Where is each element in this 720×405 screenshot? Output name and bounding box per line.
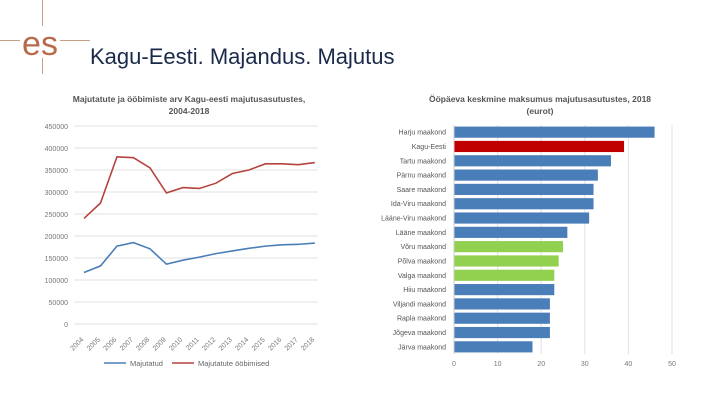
line-chart-title-line2: 2004-2018 bbox=[168, 106, 210, 116]
y-tick-label: 50000 bbox=[49, 300, 69, 307]
bar bbox=[454, 241, 563, 253]
y-tick-label: 100000 bbox=[45, 278, 68, 285]
bar bbox=[454, 326, 550, 339]
bar bbox=[454, 226, 568, 238]
category-label: Jõgeva maakond bbox=[393, 330, 446, 337]
y-tick-label: 150000 bbox=[45, 256, 68, 263]
category-label: Hiiu maakond bbox=[403, 287, 446, 294]
series-line-oobimised bbox=[83, 155, 315, 219]
y-tick-label: 200000 bbox=[45, 234, 68, 241]
x-tick-label: 50 bbox=[668, 361, 676, 368]
bar bbox=[454, 198, 594, 210]
x-tick-label: 30 bbox=[581, 361, 589, 368]
bar bbox=[454, 255, 559, 267]
category-label: Pärnu maakond bbox=[397, 173, 447, 180]
bar bbox=[454, 126, 655, 138]
category-label: Kagu-Eesti bbox=[412, 144, 447, 151]
x-tick-label: 0 bbox=[452, 361, 456, 368]
bar bbox=[454, 183, 594, 195]
category-label: Tartu maakond bbox=[400, 158, 446, 165]
bar bbox=[454, 312, 550, 324]
logo-text: es bbox=[22, 25, 58, 63]
bar bbox=[454, 341, 533, 353]
line-chart-title: Majutatute ja ööbimiste arv Kagu-eesti m… bbox=[58, 93, 320, 117]
legend-label: Majutatud bbox=[130, 359, 163, 368]
category-label: Lääne maakond bbox=[396, 230, 446, 237]
category-label: Võru maakond bbox=[400, 244, 446, 251]
es-logo-icon: es bbox=[20, 25, 60, 63]
category-label: Järva maakond bbox=[398, 344, 446, 351]
category-label: Rapla maakond bbox=[397, 316, 446, 323]
x-tick-label: 10 bbox=[494, 361, 502, 368]
bar bbox=[454, 284, 555, 296]
y-tick-label: 250000 bbox=[45, 212, 68, 219]
x-tick-label: 20 bbox=[537, 361, 545, 368]
y-tick-label: 0 bbox=[64, 322, 68, 329]
category-label: Lääne-Viru maakond bbox=[381, 216, 446, 223]
bar bbox=[454, 169, 598, 181]
bar bbox=[454, 298, 550, 310]
y-tick-label: 300000 bbox=[45, 190, 68, 197]
category-label: Valga maakond bbox=[398, 273, 446, 280]
category-label: Ida-Viru maakond bbox=[391, 201, 446, 208]
bar-chart-title: Ööpäeva keskmine maksumus majutusasutust… bbox=[390, 93, 690, 117]
bar-chart-title-line2: (eurot) bbox=[526, 106, 554, 116]
category-label: Saare maakond bbox=[397, 187, 447, 194]
line-chart-title-line1: Majutatute ja ööbimiste arv Kagu-eesti m… bbox=[72, 94, 306, 104]
bar bbox=[454, 155, 611, 167]
category-label: Harju maakond bbox=[399, 130, 447, 137]
x-tick-label: 40 bbox=[625, 361, 633, 368]
legend-label: Majutatute ööbimised bbox=[198, 359, 269, 368]
y-tick-label: 400000 bbox=[45, 146, 68, 153]
y-tick-label: 350000 bbox=[45, 168, 68, 175]
series-line-majutatud bbox=[83, 241, 315, 274]
bar bbox=[454, 269, 555, 281]
category-label: Põlva maakond bbox=[398, 258, 446, 265]
bar-chart-title-line1: Ööpäeva keskmine maksumus majutusasutust… bbox=[428, 94, 652, 104]
bar bbox=[454, 140, 625, 153]
page-title: Kagu-Eesti. Majandus. Majutus bbox=[90, 44, 395, 69]
y-tick-label: 450000 bbox=[45, 124, 68, 131]
bar bbox=[454, 212, 590, 224]
category-label: Viljandi maakond bbox=[393, 301, 446, 308]
